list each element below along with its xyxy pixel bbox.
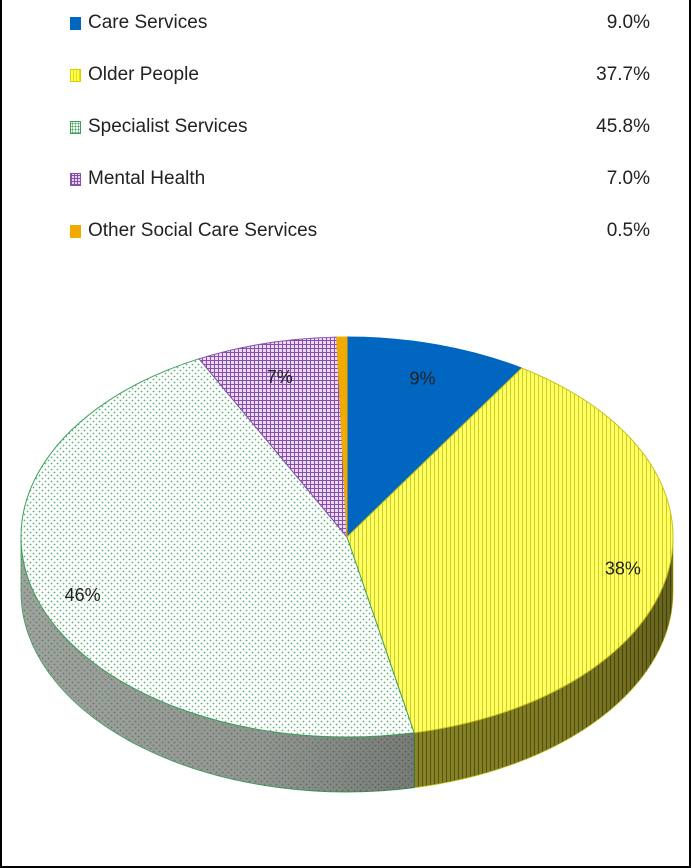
legend-value: 45.8% [596,116,650,137]
pie-tops [20,336,674,738]
legend-swatch-older-people [70,69,81,82]
data-label-other-social-care-services: -1% [325,300,357,304]
legend-swatch-care-services [70,17,81,30]
legend-value: 37.7% [596,64,650,85]
pie-slice-mental-health [198,336,348,539]
data-label-care-services: 9% [409,369,435,389]
legend-value: 9.0% [606,12,650,33]
pie-chart: 9% 38% 46% 7% -1% [20,300,674,793]
legend-label: Older People [88,64,199,85]
chart-legend: Care Services 9.0% Older People 37.7% Sp… [68,10,658,270]
pie-slice-other-social-care-services [336,336,348,538]
legend-value: 0.5% [606,220,650,241]
pie-side-shade-older-people [414,537,673,788]
legend-swatch-other-social-care-services [70,225,81,238]
legend-swatch-mental-health [70,173,81,186]
data-label-specialist-services: 46% [65,585,101,605]
legend-item-older-people: Older People 37.7% [68,62,658,114]
pie-side-shade-specialist-services [20,537,415,793]
pie-labels: 9% 38% 46% 7% -1% [65,300,641,605]
pie-slice-older-people [346,367,674,734]
legend-label: Specialist Services [88,116,248,137]
pie-slice-care-services [346,336,523,539]
legend-item-other-social-care-services: Other Social Care Services 0.5% [68,218,658,270]
pie-slice-specialist-services [20,358,415,738]
legend-item-mental-health: Mental Health 7.0% [68,166,658,218]
legend-item-specialist-services: Specialist Services 45.8% [68,114,658,166]
legend-label: Mental Health [88,168,206,189]
legend-label: Other Social Care Services [88,220,318,241]
legend-item-care-services: Care Services 9.0% [68,10,658,62]
legend-swatch-specialist-services [70,121,81,134]
legend-value: 7.0% [606,168,650,189]
legend-label: Care Services [88,12,208,33]
data-label-older-people: 38% [605,559,641,579]
data-label-mental-health: 7% [267,367,293,387]
